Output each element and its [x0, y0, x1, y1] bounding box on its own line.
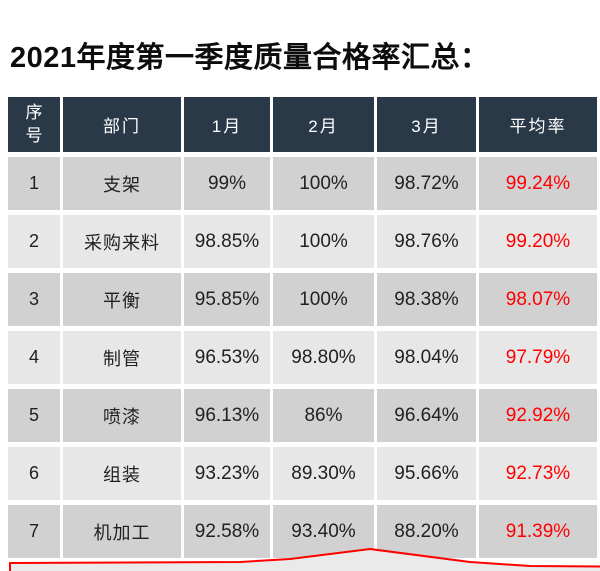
cell-march: 98.38%	[377, 273, 476, 326]
table-row: 4 制管 96.53% 98.80% 98.04% 97.79%	[8, 331, 597, 384]
cell-department: 组装	[63, 447, 181, 500]
cell-march: 95.66%	[377, 447, 476, 500]
cell-average: 98.07%	[479, 273, 597, 326]
table-row: 5 喷漆 96.13% 86% 96.64% 92.92%	[8, 389, 597, 442]
table-row: 3 平衡 95.85% 100% 98.38% 98.07%	[8, 273, 597, 326]
cell-february: 98.80%	[273, 331, 374, 384]
header-row: 序号 部门 1月 2月 3月 平均率	[8, 97, 597, 152]
column-header-department: 部门	[63, 97, 181, 152]
cell-average: 92.73%	[479, 447, 597, 500]
column-header-average: 平均率	[479, 97, 597, 152]
quality-summary-table-container: 序号 部门 1月 2月 3月 平均率 1 支架 99% 100% 98.72% …	[5, 92, 600, 563]
cell-february: 93.40%	[273, 505, 374, 558]
cell-department: 制管	[63, 331, 181, 384]
cell-department: 支架	[63, 157, 181, 210]
table-row: 6 组装 93.23% 89.30% 95.66% 92.73%	[8, 447, 597, 500]
cell-march: 96.64%	[377, 389, 476, 442]
cell-average: 97.79%	[479, 331, 597, 384]
callout-fill	[10, 549, 600, 571]
callout-shape	[9, 548, 600, 571]
cell-serial: 6	[8, 447, 60, 500]
cell-february: 100%	[273, 157, 374, 210]
table-row: 7 机加工 92.58% 93.40% 88.20% 91.39%	[8, 505, 597, 558]
cell-january: 92.58%	[184, 505, 270, 558]
cell-department: 喷漆	[63, 389, 181, 442]
column-header-february: 2月	[273, 97, 374, 152]
table-row: 2 采购来料 98.85% 100% 98.76% 99.20%	[8, 215, 597, 268]
cell-serial: 2	[8, 215, 60, 268]
cell-average: 99.24%	[479, 157, 597, 210]
cell-february: 89.30%	[273, 447, 374, 500]
cell-serial: 7	[8, 505, 60, 558]
cell-january: 95.85%	[184, 273, 270, 326]
cell-department: 采购来料	[63, 215, 181, 268]
cell-march: 88.20%	[377, 505, 476, 558]
cell-january: 96.13%	[184, 389, 270, 442]
table-row: 1 支架 99% 100% 98.72% 99.24%	[8, 157, 597, 210]
callout-border-line	[9, 548, 600, 571]
cell-serial: 4	[8, 331, 60, 384]
cell-department: 平衡	[63, 273, 181, 326]
cell-january: 93.23%	[184, 447, 270, 500]
cell-february: 100%	[273, 215, 374, 268]
cell-march: 98.76%	[377, 215, 476, 268]
cell-average: 92.92%	[479, 389, 597, 442]
cell-january: 99%	[184, 157, 270, 210]
cell-serial: 5	[8, 389, 60, 442]
cell-serial: 3	[8, 273, 60, 326]
cell-average: 91.39%	[479, 505, 597, 558]
page-title: 2021年度第一季度质量合格率汇总：	[10, 42, 490, 74]
cell-january: 98.85%	[184, 215, 270, 268]
cell-february: 100%	[273, 273, 374, 326]
cell-march: 98.72%	[377, 157, 476, 210]
quality-summary-table: 序号 部门 1月 2月 3月 平均率 1 支架 99% 100% 98.72% …	[5, 92, 600, 563]
column-header-january: 1月	[184, 97, 270, 152]
cell-march: 98.04%	[377, 331, 476, 384]
cell-department: 机加工	[63, 505, 181, 558]
column-header-serial: 序号	[8, 97, 60, 152]
cell-average: 99.20%	[479, 215, 597, 268]
cell-january: 96.53%	[184, 331, 270, 384]
cell-serial: 1	[8, 157, 60, 210]
cell-february: 86%	[273, 389, 374, 442]
column-header-march: 3月	[377, 97, 476, 152]
